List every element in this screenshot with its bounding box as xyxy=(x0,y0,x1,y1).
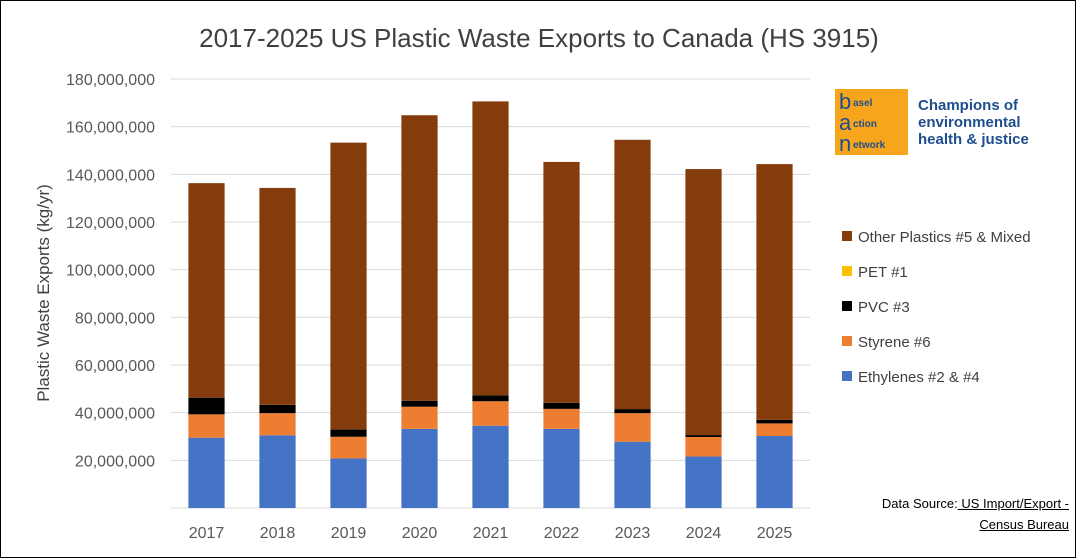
legend-swatch xyxy=(842,301,852,311)
bar-segment xyxy=(259,413,296,436)
data-source-note: Data Source: US Import/Export - Census B… xyxy=(839,493,1069,535)
bar-segment xyxy=(756,423,793,437)
bar-segment xyxy=(330,436,367,459)
bar-segment xyxy=(614,409,651,414)
bar-segment xyxy=(614,441,651,508)
y-tick-label: 160,000,000 xyxy=(66,120,155,137)
x-tick-label: 2020 xyxy=(402,525,438,542)
logo-letter-a: a xyxy=(839,110,852,135)
bar-segment xyxy=(685,435,722,437)
y-tick-label: 20,000,000 xyxy=(75,453,155,470)
bar-segment xyxy=(188,397,225,415)
logo-word-ction: ction xyxy=(853,119,877,130)
x-tick-label: 2019 xyxy=(331,525,367,542)
bar-segment xyxy=(614,413,651,442)
y-tick-label: 120,000,000 xyxy=(66,215,155,232)
legend-label: Other Plastics #5 & Mixed xyxy=(858,229,1031,246)
bar-segment xyxy=(188,414,225,438)
legend-item: Ethylenes #2 & #4 xyxy=(842,369,980,386)
logo-letter-n: n xyxy=(839,131,852,156)
bar-segment xyxy=(188,183,225,398)
legend-swatch xyxy=(842,266,852,276)
legend-label: PVC #3 xyxy=(858,299,910,316)
logo-letter-b: b xyxy=(839,89,852,114)
tick-labels: 20,000,000 40,000,000 60,000,000 80,000,000… xyxy=(66,72,792,542)
bar-segment xyxy=(543,161,580,403)
legend-swatch xyxy=(842,231,852,241)
x-tick-label: 2022 xyxy=(544,525,580,542)
ban-logo: b a n asel ction etwork Champions of env… xyxy=(835,87,1065,157)
bar-segment xyxy=(472,401,509,426)
legend-label: PET #1 xyxy=(858,264,908,281)
y-tick-label: 80,000,000 xyxy=(75,310,155,327)
bar-segment xyxy=(543,408,580,429)
bar-segment xyxy=(401,428,438,508)
bar-segment xyxy=(259,435,296,508)
legend-label: Ethylenes #2 & #4 xyxy=(858,369,980,386)
bar-segment xyxy=(401,406,438,429)
data-source-link[interactable]: US Import/Export - Census Bureau xyxy=(957,496,1069,532)
y-tick-label: 60,000,000 xyxy=(75,358,155,375)
y-tick-label: 100,000,000 xyxy=(66,263,155,280)
bar-segment xyxy=(543,428,580,508)
bar-segment xyxy=(543,402,580,409)
bar-segment xyxy=(756,419,793,424)
bar-segment xyxy=(330,429,367,437)
y-tick-label: 140,000,000 xyxy=(66,167,155,184)
bar-segment xyxy=(756,164,793,420)
bar-segment xyxy=(614,139,651,410)
legend-item: PET #1 xyxy=(842,264,908,281)
bar-segment xyxy=(259,187,296,405)
bar-segment xyxy=(401,115,438,401)
y-tick-label: 180,000,000 xyxy=(66,72,155,89)
legend: Other Plastics #5 & Mixed PET #1 PVC #3 Sty… xyxy=(842,229,1031,386)
x-tick-label: 2024 xyxy=(686,525,722,542)
x-tick-label: 2021 xyxy=(473,525,509,542)
bar-segment xyxy=(188,437,225,508)
bar-segment xyxy=(685,456,722,508)
bar-segment xyxy=(685,169,722,436)
bar-segment xyxy=(401,400,438,407)
chart-title: 2017-2025 US Plastic Waste Exports to Ca… xyxy=(199,23,879,53)
legend-item: Other Plastics #5 & Mixed xyxy=(842,229,1031,246)
bar-segment xyxy=(685,436,722,457)
legend-item: PVC #3 xyxy=(842,299,910,316)
x-tick-label: 2023 xyxy=(615,525,651,542)
x-tick-label: 2017 xyxy=(189,525,225,542)
legend-item: Styrene #6 xyxy=(842,334,931,351)
x-tick-label: 2018 xyxy=(260,525,296,542)
logo-word-etwork: etwork xyxy=(853,140,886,151)
legend-swatch xyxy=(842,336,852,346)
bar-segment xyxy=(472,395,509,402)
bar-segment xyxy=(756,436,793,508)
legend-swatch xyxy=(842,371,852,381)
ban-logo-mark: b a n asel ction etwork xyxy=(835,89,908,155)
bar-segment xyxy=(330,142,367,430)
y-tick-label: 40,000,000 xyxy=(75,406,155,423)
bar-segment xyxy=(330,458,367,508)
bar-segment xyxy=(259,404,296,414)
data-source-label: Data Source: xyxy=(881,496,958,511)
y-axis-label: Plastic Waste Exports (kg/yr) xyxy=(34,184,53,402)
bars xyxy=(188,101,793,508)
x-tick-label: 2025 xyxy=(757,525,793,542)
bar-segment xyxy=(472,101,509,396)
bar-segment xyxy=(472,425,509,508)
logo-tagline: Champions of environmental health & just… xyxy=(918,97,1029,148)
legend-label: Styrene #6 xyxy=(858,334,931,351)
logo-word-asel: asel xyxy=(853,98,873,109)
